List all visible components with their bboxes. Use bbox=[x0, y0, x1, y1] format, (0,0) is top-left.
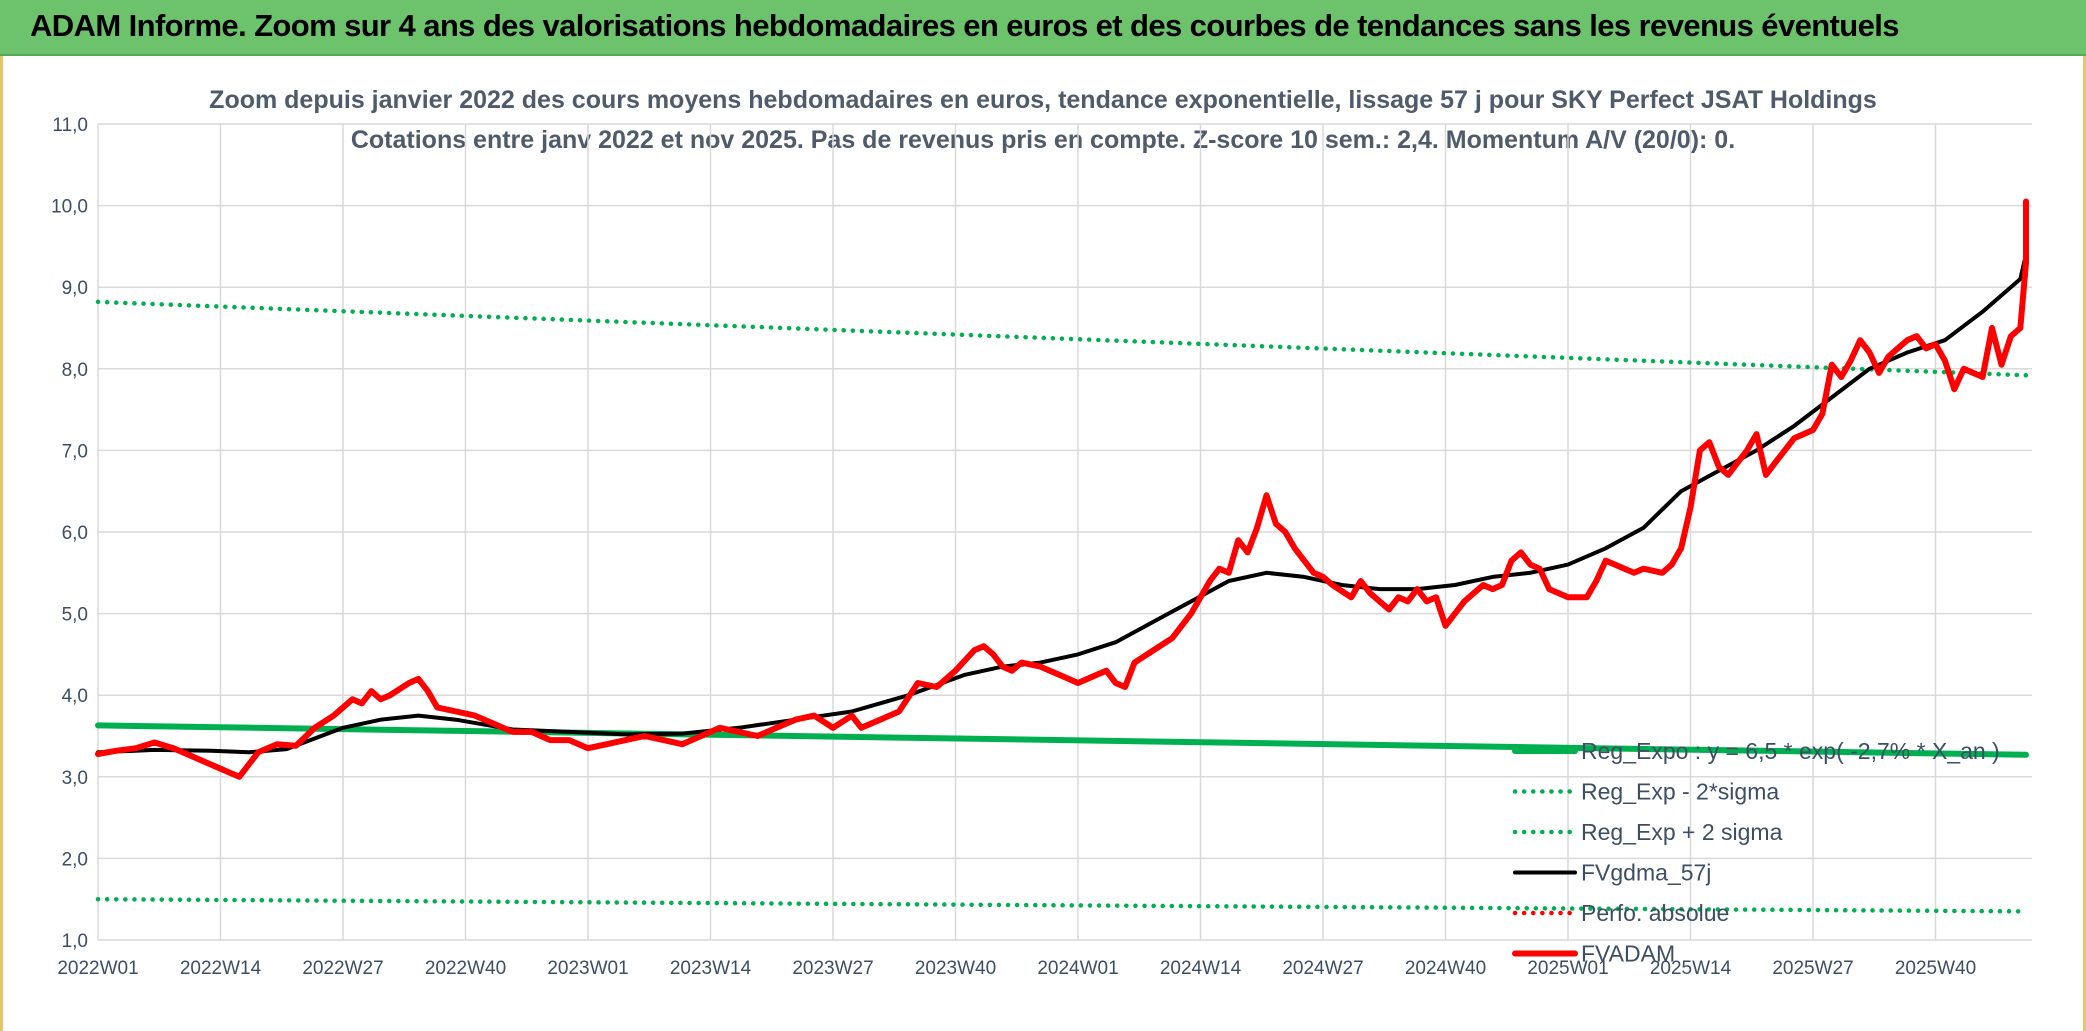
x-tick-label: 2023W27 bbox=[792, 958, 873, 979]
x-tick-label: 2022W01 bbox=[57, 958, 138, 979]
x-tick-label: 2025W27 bbox=[1772, 958, 1853, 979]
y-tick-label: 10,0 bbox=[51, 197, 88, 218]
x-tick-label: 2023W01 bbox=[547, 958, 628, 979]
y-tick-label: 11,0 bbox=[52, 115, 88, 136]
chart: Zoom depuis janvier 2022 des cours moyen… bbox=[51, 86, 2032, 979]
series-line-fvgdma-57j bbox=[96, 252, 2028, 755]
series-line-reg-expo-y-6-5-exp-2-7-x-an bbox=[95, 722, 2029, 758]
x-tick-label: 2023W40 bbox=[915, 958, 996, 979]
legend-label: Reg_Expo : y = 6,5 * exp( -2,7% * X_an ) bbox=[1581, 738, 2000, 764]
x-tick-label: 2022W14 bbox=[180, 958, 262, 979]
chart-title-line2: Cotations entre janv 2022 et nov 2025. P… bbox=[351, 126, 1735, 154]
report-title: ADAM Informe. Zoom sur 4 ans des valoris… bbox=[30, 8, 1900, 43]
legend-label: FVgdma_57j bbox=[1581, 860, 1711, 886]
x-tick-label: 2024W27 bbox=[1282, 958, 1363, 979]
series-line-reg-exp-2-sigma bbox=[95, 299, 2029, 378]
x-tick-label: 2022W27 bbox=[302, 958, 383, 979]
y-tick-label: 1,0 bbox=[62, 931, 88, 952]
y-tick-label: 3,0 bbox=[62, 768, 88, 789]
y-tick-label: 5,0 bbox=[62, 605, 88, 626]
y-tick-label: 8,0 bbox=[62, 360, 88, 381]
y-tick-label: 7,0 bbox=[62, 441, 88, 462]
series-line-reg-exp-2-sigma bbox=[95, 896, 2029, 914]
x-tick-label: 2025W14 bbox=[1650, 958, 1732, 979]
x-tick-label: 2024W14 bbox=[1160, 958, 1242, 979]
x-tick-label: 2025W40 bbox=[1895, 958, 1976, 979]
y-tick-label: 6,0 bbox=[62, 523, 88, 544]
x-tick-label: 2025W01 bbox=[1527, 958, 1608, 979]
report-banner: ADAM Informe. Zoom sur 4 ans des valoris… bbox=[0, 0, 2086, 56]
series-line-fvadam bbox=[95, 198, 2029, 780]
legend-label: Reg_Exp + 2 sigma bbox=[1581, 819, 1783, 845]
x-tick-label: 2024W40 bbox=[1405, 958, 1486, 979]
legend: Reg_Expo : y = 6,5 * exp( -2,7% * X_an )… bbox=[1512, 738, 2000, 967]
x-axis: 2022W01 2022W14 2022W27 2022W40 2023W01 2023W… bbox=[57, 958, 1976, 979]
plot-area bbox=[95, 198, 2029, 914]
legend-label: Perfo. absolue bbox=[1581, 900, 1729, 926]
y-tick-label: 2,0 bbox=[62, 849, 88, 870]
x-tick-label: 2024W01 bbox=[1037, 958, 1118, 979]
gridlines bbox=[97, 123, 2032, 941]
y-tick-label: 9,0 bbox=[62, 278, 88, 299]
y-axis: 1,0 2,0 3,0 4,0 5,0 6,0 7,0 8,0 9,0 10,0 11,0 bbox=[51, 115, 88, 952]
chart-frame bbox=[0, 56, 2086, 1031]
x-tick-label: 2022W40 bbox=[425, 958, 506, 979]
x-tick-label: 2023W14 bbox=[670, 958, 752, 979]
chart-title-line1: Zoom depuis janvier 2022 des cours moyen… bbox=[209, 86, 1877, 114]
y-tick-label: 4,0 bbox=[62, 686, 88, 707]
legend-label: Reg_Exp - 2*sigma bbox=[1581, 779, 1779, 805]
legend-label: FVADAM bbox=[1581, 941, 1675, 967]
